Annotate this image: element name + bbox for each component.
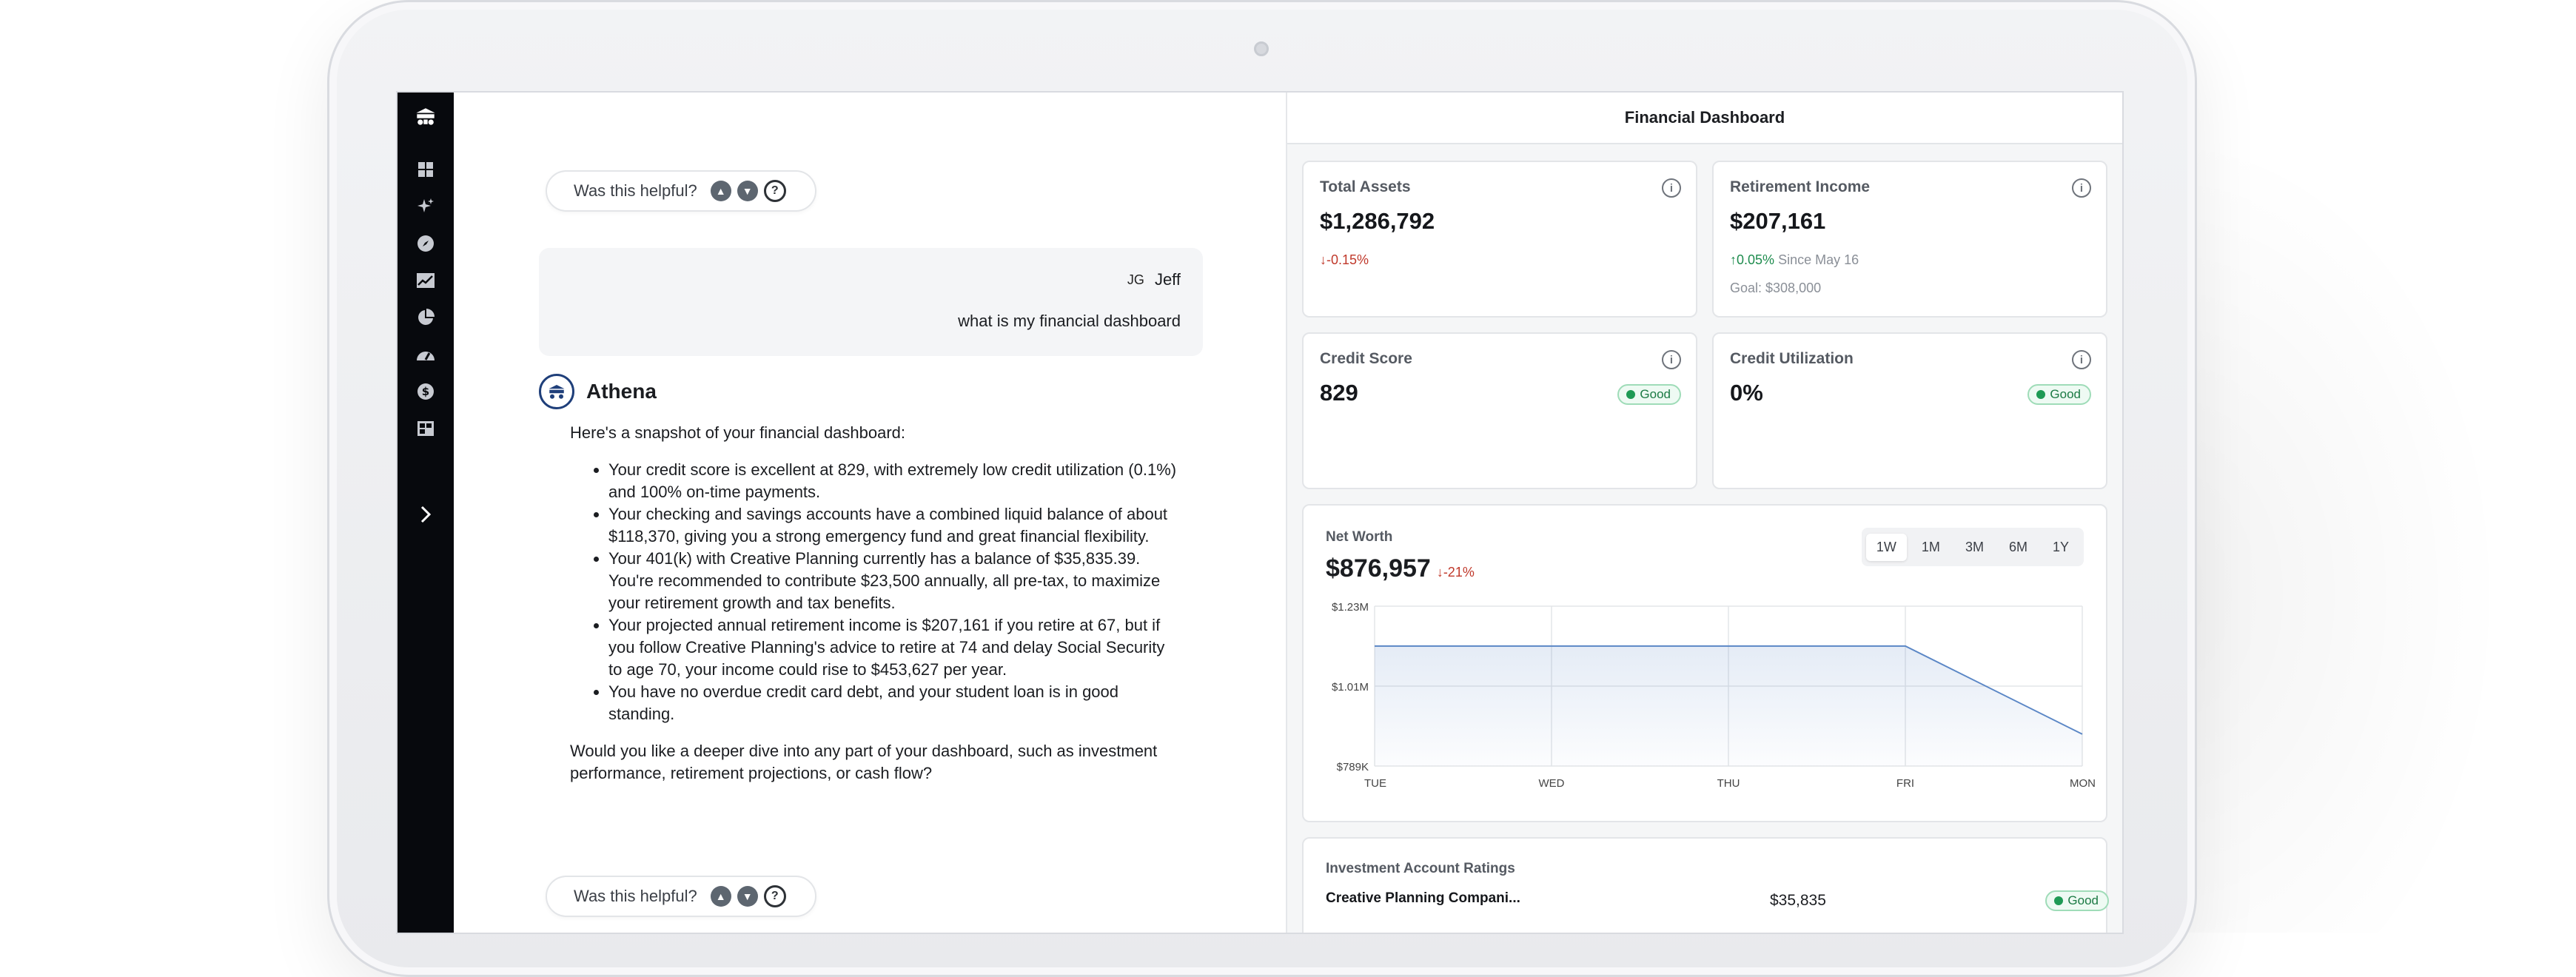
status-badge: Good <box>2045 890 2109 911</box>
table-icon[interactable] <box>412 415 439 442</box>
account-value: $35,835 <box>1770 892 1826 909</box>
info-icon[interactable]: i <box>2072 350 2091 369</box>
total-assets-card[interactable]: Total Assets i $1,286,792 ↓-0.15% <box>1302 161 1697 318</box>
bullet-item: Your credit score is excellent at 829, w… <box>608 459 1177 503</box>
assistant-message: Here's a snapshot of your financial dash… <box>570 422 1177 785</box>
arrow-up-icon: ↑ <box>1730 252 1737 267</box>
bullet-item: You have no overdue credit card debt, an… <box>608 681 1177 725</box>
assistant-avatar-icon <box>539 374 574 409</box>
retirement-income-since: Since May 16 <box>1778 252 1859 267</box>
user-avatar: JG <box>1127 272 1144 287</box>
arrow-down-icon: ↓ <box>1436 565 1443 580</box>
dashboard-title: Financial Dashboard <box>1287 93 2122 144</box>
help-icon[interactable]: ? <box>763 885 786 907</box>
net-worth-area <box>1375 645 2082 766</box>
sparkle-icon[interactable] <box>412 193 439 220</box>
feedback-label: Was this helpful? <box>574 887 697 905</box>
credit-score-label: Credit Score <box>1320 350 1412 367</box>
retirement-income-value: $207,161 <box>1730 208 1826 234</box>
app-screen: $ Was this helpful? ▲ ▼ ? JG Jeff what i… <box>398 93 2122 933</box>
table-row[interactable]: Creative Planning Compani... $35,835 Goo… <box>1326 890 2110 920</box>
net-worth-line <box>1375 645 2083 735</box>
thumbs-down-icon[interactable]: ▼ <box>737 181 758 201</box>
info-icon[interactable]: i <box>1662 350 1681 369</box>
total-assets-change: ↓-0.15% <box>1320 252 1369 267</box>
user-message: JG Jeff what is my financial dashboard <box>539 248 1203 356</box>
credit-utilization-value: 0% <box>1730 380 1763 406</box>
bullet-item: Your checking and savings accounts have … <box>608 503 1177 548</box>
gauge-icon[interactable] <box>412 341 439 368</box>
bullet-item: Your 401(k) with Creative Planning curre… <box>608 548 1177 614</box>
camera-icon <box>1254 41 1269 56</box>
svg-text:$: $ <box>422 385 429 398</box>
credit-utilization-card[interactable]: Credit Utilization i 0% Good <box>1712 332 2107 489</box>
range-1w[interactable]: 1W <box>1865 533 1907 561</box>
net-worth-label: Net Worth <box>1326 529 1393 545</box>
range-1m[interactable]: 1M <box>1921 539 1940 554</box>
feedback-label: Was this helpful? <box>574 181 697 200</box>
net-worth-change: ↓-21% <box>1436 565 1475 580</box>
grid-icon[interactable] <box>412 156 439 183</box>
retirement-income-card[interactable]: Retirement Income i $207,161 ↑0.05% Sinc… <box>1712 161 2107 318</box>
assistant-name: Athena <box>586 380 657 403</box>
retirement-income-change: ↑0.05% Since May 16 <box>1730 252 1859 267</box>
total-assets-label: Total Assets <box>1320 178 1411 195</box>
assistant-intro: Here's a snapshot of your financial dash… <box>570 423 906 442</box>
chat-panel: Was this helpful? ▲ ▼ ? JG Jeff what is … <box>454 93 1287 933</box>
credit-score-value: 829 <box>1320 380 1358 406</box>
feedback-bar: Was this helpful? ▲ ▼ ? <box>546 876 816 917</box>
investment-ratings-card: Investment Account Ratings Creative Plan… <box>1302 837 2110 933</box>
feedback-bar: Was this helpful? ▲ ▼ ? <box>546 170 816 212</box>
x-tick-label: THU <box>1717 777 1740 790</box>
assistant-bullets: Your credit score is excellent at 829, w… <box>608 459 1177 725</box>
status-badge: Good <box>2027 384 2091 405</box>
x-tick-label: WED <box>1539 777 1565 790</box>
retirement-income-goal: Goal: $308,000 <box>1730 281 1822 295</box>
user-identity: JG Jeff <box>1127 270 1181 289</box>
range-1y[interactable]: 1Y <box>2052 539 2069 554</box>
info-icon[interactable]: i <box>2072 178 2091 198</box>
net-worth-chart: $1.23M $1.01M $789K TUE WED THU FRI MON <box>1332 601 2096 790</box>
net-worth-card: Net Worth $876,957 ↓-21% 1W 1M 3M 6M 1Y … <box>1302 504 2107 822</box>
compass-icon[interactable] <box>412 230 439 257</box>
chevron-right-icon[interactable] <box>412 501 439 528</box>
account-name: Creative Planning Compani... <box>1326 890 1520 906</box>
range-6m[interactable]: 6M <box>2008 539 2027 554</box>
thumbs-up-icon[interactable]: ▲ <box>710 181 731 201</box>
x-tick-label: FRI <box>1896 777 1914 790</box>
status-badge: Good <box>1617 384 1681 405</box>
y-tick-label: $1.01M <box>1332 681 1369 694</box>
dollar-icon[interactable]: $ <box>412 378 439 405</box>
thumbs-up-icon[interactable]: ▲ <box>710 886 731 907</box>
dashboard-panel: Financial Dashboard Total Assets i $1,28… <box>1287 93 2122 933</box>
assistant-outro: Would you like a deeper dive into any pa… <box>570 742 1158 782</box>
chart-line-icon[interactable] <box>412 267 439 294</box>
help-icon[interactable]: ? <box>763 180 786 202</box>
total-assets-value: $1,286,792 <box>1320 208 1435 234</box>
investment-ratings-title: Investment Account Ratings <box>1326 861 1515 876</box>
sidebar: $ <box>398 93 454 933</box>
arrow-down-icon: ↓ <box>1320 252 1326 267</box>
net-worth-value-row: $876,957 ↓-21% <box>1326 554 1475 583</box>
logo-icon[interactable] <box>412 103 439 130</box>
x-tick-label: MON <box>2070 777 2096 790</box>
assistant-header: Athena <box>539 374 657 409</box>
user-message-text: what is my financial dashboard <box>958 312 1181 330</box>
range-3m[interactable]: 3M <box>1965 539 1984 554</box>
pie-chart-icon[interactable] <box>412 304 439 331</box>
bullet-item: Your projected annual retirement income … <box>608 614 1177 681</box>
user-name: Jeff <box>1154 270 1181 289</box>
y-tick-label: $789K <box>1337 761 1369 773</box>
credit-score-card[interactable]: Credit Score i 829 Good <box>1302 332 1697 489</box>
net-worth-value: $876,957 <box>1326 554 1431 582</box>
retirement-income-label: Retirement Income <box>1730 178 1871 195</box>
x-tick-label: TUE <box>1364 777 1386 790</box>
thumbs-down-icon[interactable]: ▼ <box>737 886 758 907</box>
credit-utilization-label: Credit Utilization <box>1730 350 1854 367</box>
info-icon[interactable]: i <box>1662 178 1681 198</box>
y-tick-label: $1.23M <box>1332 601 1369 614</box>
time-range-selector: 1W 1M 3M 6M 1Y <box>1861 528 2084 566</box>
